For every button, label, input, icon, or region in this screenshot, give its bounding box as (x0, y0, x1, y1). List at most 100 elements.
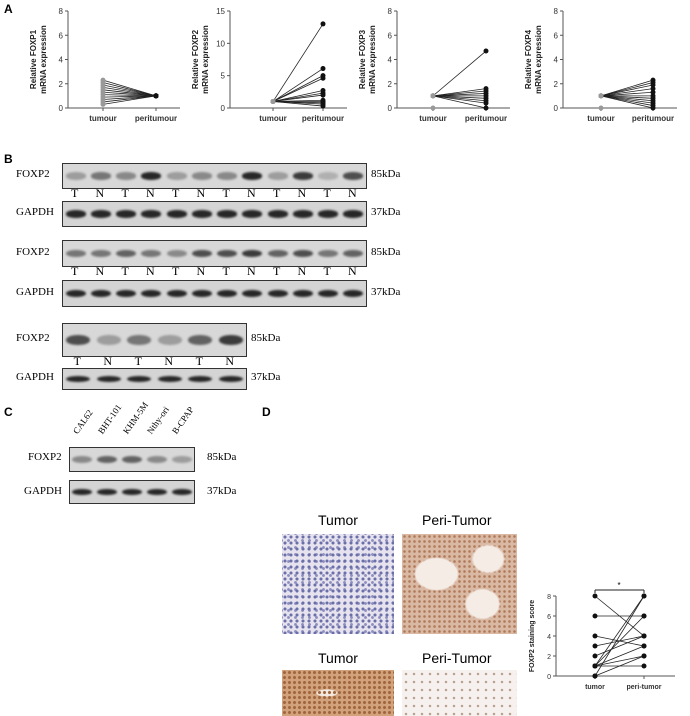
lane-label: N (95, 186, 105, 200)
blot-band (191, 249, 212, 258)
blot-band (292, 172, 313, 180)
pair-line (272, 77, 324, 102)
lane-label: T (272, 264, 281, 278)
pair-line (594, 595, 645, 677)
blot-band (267, 172, 288, 180)
lane-label: T (70, 186, 79, 200)
y-tick-label: 2 (59, 80, 64, 89)
data-point-tumor (592, 653, 598, 659)
protein-label: FOXP2 (16, 168, 50, 180)
protein-label: FOXP2 (16, 332, 50, 344)
histology-image-tumor-1 (282, 534, 394, 634)
data-point-peri (483, 105, 489, 111)
data-point-peri (483, 48, 489, 54)
x-tick-label: peritumour (135, 114, 177, 123)
control-label: GAPDH (24, 485, 62, 497)
kda-label: 37kDa (371, 206, 401, 218)
blot-band (191, 210, 212, 218)
panel-label-b: B (4, 152, 13, 166)
y-axis-label: FOXP2 staining score (529, 600, 536, 672)
pair-line (432, 95, 487, 102)
blot-band (267, 289, 288, 298)
y-tick-label: 0 (221, 104, 226, 113)
pair-line (102, 89, 157, 97)
blot-band (217, 210, 238, 218)
lane-label: T (73, 354, 81, 368)
blot-band (157, 376, 182, 382)
panel-label-a: A (4, 2, 13, 16)
data-point-tumor (598, 105, 604, 111)
data-point-peri (641, 643, 647, 649)
blot-band (217, 249, 238, 258)
blot-band (292, 289, 313, 298)
data-point-peri (641, 653, 647, 659)
blot-band (292, 210, 313, 218)
blot-band (318, 172, 339, 180)
lane-label: T (323, 264, 331, 278)
blot-band (122, 456, 142, 463)
y-axis-label: Relative FOXP2 (191, 29, 200, 89)
blot-band (141, 289, 162, 298)
blot-band (146, 488, 167, 496)
lane-label: N (146, 186, 155, 200)
blot-band (97, 488, 118, 496)
y-tick-label: 4 (59, 56, 64, 65)
lane-label: N (146, 264, 155, 278)
blot-band (72, 488, 93, 496)
blot-band (343, 172, 364, 180)
pair-line (102, 91, 157, 97)
panel-label-c: C (4, 405, 13, 419)
blot-band (72, 456, 93, 463)
data-point-tumor (592, 673, 598, 679)
blot-band (318, 249, 339, 258)
y-tick-label: 4 (388, 56, 393, 65)
blot-strip (62, 163, 367, 189)
x-tick-label: peritumour (465, 114, 507, 123)
lane-label: N (196, 186, 206, 200)
y-axis-label: Relative FOXP3 (358, 29, 367, 89)
x-tick-label: peritumour (302, 114, 344, 123)
histology-image-tumor-2 (282, 670, 394, 716)
pair-line (600, 88, 654, 97)
blot-band (343, 249, 364, 258)
pair-line (600, 95, 654, 99)
y-axis-label: mRNA expression (39, 25, 48, 94)
data-point-peri (320, 92, 326, 98)
kda-label: 85kDa (371, 245, 401, 258)
blot-band (157, 335, 182, 345)
blot-band (141, 249, 162, 258)
data-point-tumor (100, 101, 106, 107)
lane-label: N (225, 354, 235, 368)
blot-band (171, 456, 192, 463)
lane-label: T (171, 264, 180, 278)
lane-label: N (297, 186, 307, 200)
y-axis-label: mRNA expression (368, 25, 377, 94)
pair-line (432, 90, 487, 97)
blot-band (66, 335, 91, 345)
pair-line (432, 95, 487, 99)
blot-band (127, 335, 152, 345)
y-tick-label: 15 (216, 7, 225, 16)
blot-band (217, 172, 238, 180)
protein-label: FOXP2 (28, 451, 62, 463)
blot-band (166, 289, 187, 298)
blot-band (218, 335, 243, 345)
histology-image-peritumor-1 (402, 534, 517, 634)
blot-band (141, 210, 162, 218)
y-tick-label: 6 (554, 31, 559, 40)
blot-band (141, 172, 162, 180)
y-tick-label: 8 (388, 7, 393, 16)
kda-label: 85kDa (207, 451, 237, 463)
pair-line (432, 93, 487, 97)
blot-strip (69, 447, 195, 472)
data-point-peri (641, 663, 647, 669)
y-tick-label: 2 (547, 654, 551, 661)
pair-line (432, 95, 487, 104)
blot-band (218, 376, 243, 382)
blot-band (217, 289, 238, 298)
x-tick-label: tumour (259, 114, 287, 123)
y-tick-label: 8 (547, 594, 551, 601)
blot-band (96, 376, 121, 382)
pair-line (272, 68, 324, 102)
pair-line (272, 101, 324, 107)
